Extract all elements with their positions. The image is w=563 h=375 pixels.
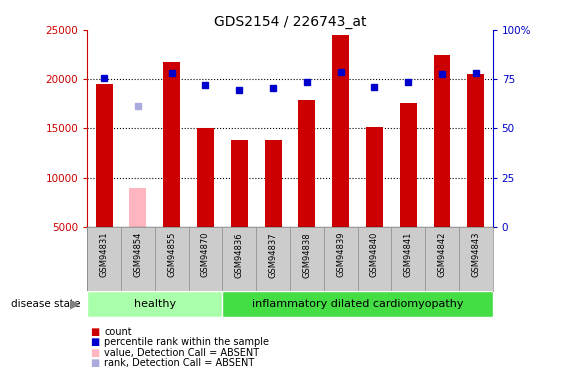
Bar [197, 128, 214, 227]
Text: GSM94836: GSM94836 [235, 232, 244, 278]
Text: GSM94841: GSM94841 [404, 232, 413, 278]
Text: healthy: healthy [134, 299, 176, 309]
Text: GSM94842: GSM94842 [437, 232, 446, 278]
Text: GSM94855: GSM94855 [167, 232, 176, 278]
Text: disease state: disease state [11, 299, 81, 309]
Bar [231, 140, 248, 227]
Text: rank, Detection Call = ABSENT: rank, Detection Call = ABSENT [104, 358, 254, 368]
Bar [332, 35, 349, 227]
Title: GDS2154 / 226743_at: GDS2154 / 226743_at [214, 15, 366, 29]
Bar [96, 84, 113, 227]
Bar [222, 291, 493, 317]
Bar [434, 55, 450, 227]
Bar [87, 291, 222, 317]
Text: value, Detection Call = ABSENT: value, Detection Call = ABSENT [104, 348, 260, 358]
Text: GSM94840: GSM94840 [370, 232, 379, 278]
Text: GSM94854: GSM94854 [133, 232, 142, 278]
Text: ▶: ▶ [70, 297, 80, 310]
Bar [129, 189, 146, 227]
Bar [265, 140, 282, 227]
Text: GSM94837: GSM94837 [269, 232, 278, 278]
Text: GSM94839: GSM94839 [336, 232, 345, 278]
Bar [467, 74, 484, 227]
Text: inflammatory dilated cardiomyopathy: inflammatory dilated cardiomyopathy [252, 299, 463, 309]
Text: ■: ■ [90, 327, 99, 337]
Text: GSM94831: GSM94831 [100, 232, 109, 278]
Text: count: count [104, 327, 132, 337]
Text: percentile rank within the sample: percentile rank within the sample [104, 338, 269, 347]
Bar [298, 100, 315, 227]
Bar [400, 103, 417, 227]
Bar [163, 63, 180, 227]
Bar [366, 128, 383, 227]
Text: ■: ■ [90, 348, 99, 358]
Text: ■: ■ [90, 358, 99, 368]
Text: GSM94843: GSM94843 [471, 232, 480, 278]
Text: ■: ■ [90, 338, 99, 347]
Text: GSM94838: GSM94838 [302, 232, 311, 278]
Text: GSM94870: GSM94870 [201, 232, 210, 278]
